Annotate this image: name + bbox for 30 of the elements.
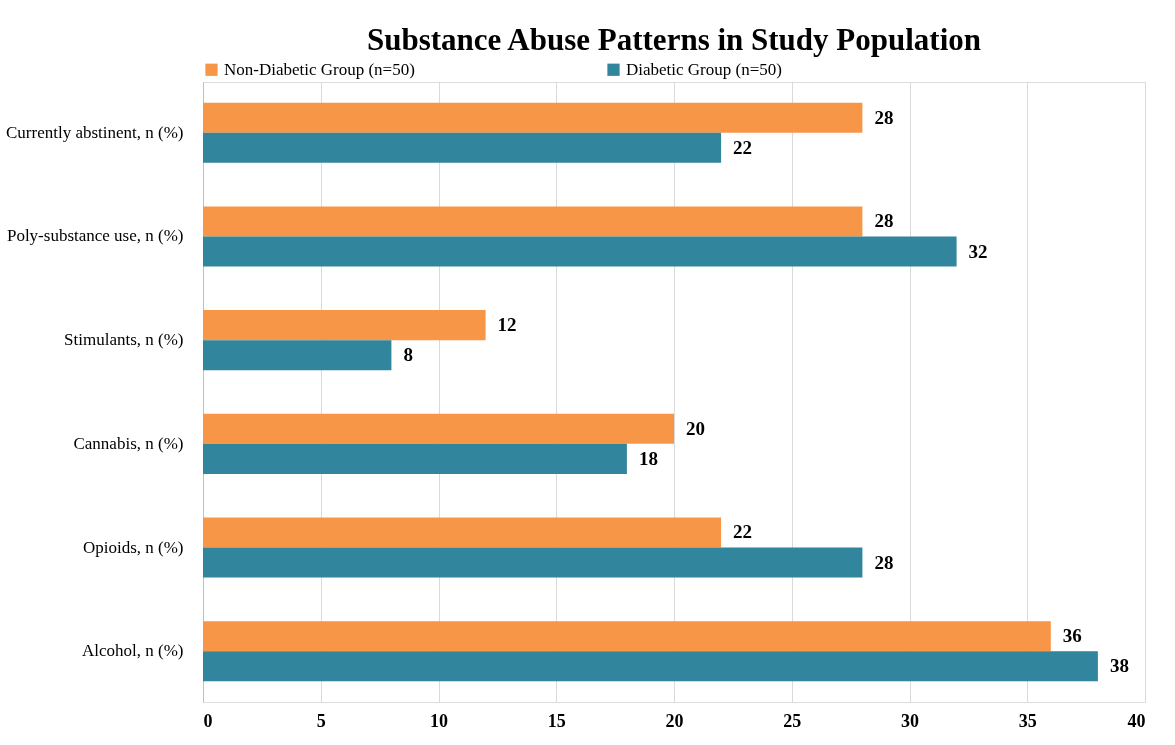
data-label: 32 [968, 240, 988, 262]
data-label: 12 [497, 314, 517, 336]
y-tick-label: Cannabis, n (%) [73, 433, 184, 453]
chart-title: Substance Abuse Patterns in Study Population [366, 22, 982, 57]
data-label: 28 [874, 106, 894, 128]
y-tick-label: Stimulants, n (%) [64, 330, 184, 350]
data-label: 8 [403, 344, 413, 366]
x-tick-label: 5 [316, 710, 326, 731]
data-label: 28 [874, 551, 894, 573]
legend-label: Diabetic Group (n=50) [626, 59, 782, 79]
x-tick-label: 30 [901, 710, 919, 731]
y-tick-label: Alcohol, n (%) [81, 641, 184, 661]
x-tick-label: 35 [1018, 710, 1037, 731]
x-tick-label: 40 [1127, 710, 1146, 731]
y-tick-label: Poly-substance use, n (%) [6, 226, 184, 246]
data-label: 18 [638, 447, 658, 469]
data-label: 22 [733, 136, 753, 158]
x-tick-label: 25 [783, 710, 802, 731]
data-label: 20 [686, 417, 705, 439]
x-tick-label: 10 [430, 710, 448, 731]
x-tick-label: 15 [547, 710, 566, 731]
data-label: 28 [874, 210, 894, 232]
y-tick-label: Opioids, n (%) [82, 537, 184, 557]
data-label: 38 [1109, 655, 1129, 677]
y-tick-label: Currently abstinent, n (%) [5, 122, 184, 142]
data-label: 36 [1062, 625, 1082, 647]
x-tick-label: 0 [203, 710, 213, 731]
x-tick-label: 20 [665, 710, 684, 731]
data-label: 22 [733, 521, 753, 543]
legend-label: Non-Diabetic Group (n=50) [224, 59, 415, 79]
